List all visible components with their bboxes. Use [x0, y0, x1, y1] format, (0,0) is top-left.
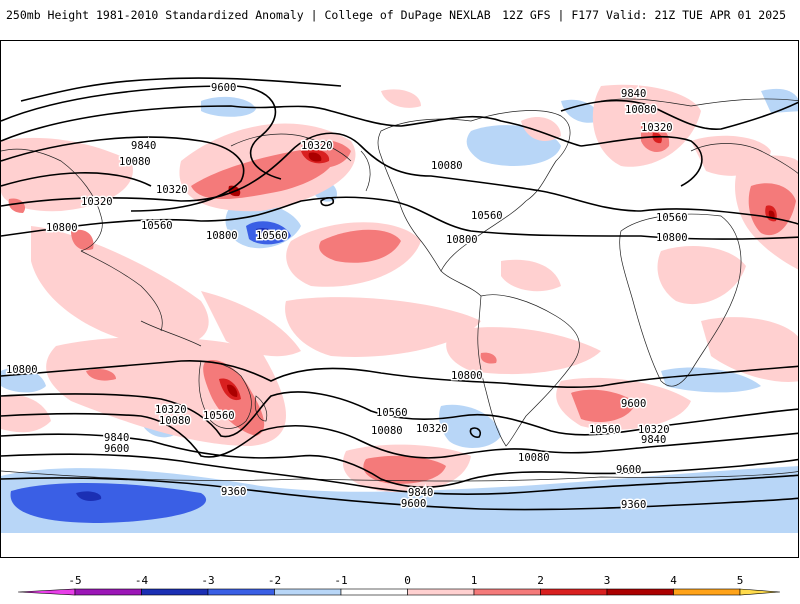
colorbar-tick-label: 5 [737, 574, 744, 587]
contour-label: 10560 [471, 210, 503, 222]
header: 250mb Height 1981-2010 Standardized Anom… [0, 0, 800, 40]
colorbar-segment [141, 588, 209, 596]
contour-label: 9600 [104, 443, 129, 455]
colorbar-tick-label: -2 [268, 574, 281, 587]
colorbar-segment [207, 588, 275, 596]
colorbar-tick-label: 0 [404, 574, 411, 587]
colorbar-tick-label: -4 [135, 574, 149, 587]
colorbar-segment [340, 588, 408, 596]
contour-label: 10080 [625, 104, 657, 116]
height-contours [1, 77, 798, 511]
contour-label: 10080 [431, 160, 463, 172]
colorbar-segment [407, 588, 475, 596]
contour-label: 10320 [156, 184, 188, 196]
contour-label: 9600 [401, 498, 426, 510]
contour-label: 10320 [416, 423, 448, 435]
contour-label: 9840 [621, 88, 646, 100]
colorbar-segments [17, 588, 781, 596]
contour-label: 9840 [104, 432, 129, 444]
colorbar-svg: -5 -4 -3 -2 -1 0 1 2 3 4 5 [17, 574, 781, 596]
model-run-info: 12Z GFS | F177 Valid: 21Z TUE APR 01 202… [502, 8, 786, 22]
contour-label: 10080 [371, 425, 403, 437]
contour-labels: 9600 9840 10080 10320 10560 10800 10320 … [5, 81, 690, 513]
contour-label: 10320 [638, 424, 670, 436]
contour-label: 10320 [301, 140, 333, 152]
contour-label: 9600 [621, 398, 646, 410]
colorbar-tick-label: -5 [68, 574, 81, 587]
colorbar-segment [17, 588, 76, 596]
contour-label: 10800 [656, 232, 688, 244]
colorbar-tick-label: 1 [471, 574, 478, 587]
contour-label: 10800 [206, 230, 238, 242]
contour-label: 10320 [641, 122, 673, 134]
contour-label: 10800 [6, 364, 38, 376]
contour-label: 9600 [616, 464, 641, 476]
contour-label: 10800 [46, 222, 78, 234]
colorbar-segment [606, 588, 674, 596]
colorbar-segment [739, 588, 781, 596]
contour-label: 9360 [221, 486, 246, 498]
colorbar-tick-label: 2 [537, 574, 544, 587]
colorbar: -5 -4 -3 -2 -1 0 1 2 3 4 5 [0, 570, 800, 600]
colorbar-tick-label: 4 [670, 574, 677, 587]
contour-label: 10800 [446, 234, 478, 246]
contour-label: 10800 [451, 370, 483, 382]
colorbar-segment [274, 588, 342, 596]
contour-label: 10560 [256, 230, 288, 242]
colorbar-tick-label: -3 [201, 574, 214, 587]
contour-label: 10560 [141, 220, 173, 232]
contour-label: 9840 [408, 487, 433, 499]
map-title: 250mb Height 1981-2010 Standardized Anom… [6, 8, 491, 22]
contour-label: 9840 [641, 434, 666, 446]
contour-label: 10560 [656, 212, 688, 224]
colorbar-tick-label: -1 [334, 574, 347, 587]
coastlines [1, 98, 798, 482]
contour-label: 10560 [203, 410, 235, 422]
anomaly-map: 9600 9840 10080 10320 10560 10800 10320 … [1, 77, 798, 533]
contour-label: 10560 [376, 407, 408, 419]
contour-label: 10320 [81, 196, 113, 208]
contour-label: 9360 [621, 499, 646, 511]
map-panel: 9600 9840 10080 10320 10560 10800 10320 … [0, 40, 799, 558]
colorbar-tick-label: 3 [604, 574, 611, 587]
colorbar-segment [74, 588, 142, 596]
contour-label: 10080 [119, 156, 151, 168]
contour-label: 10080 [159, 415, 191, 427]
colorbar-segment [540, 588, 608, 596]
contour-label: 9600 [211, 82, 236, 94]
contour-label: 10080 [518, 452, 550, 464]
contour-label: 10560 [589, 424, 621, 436]
colorbar-segment [473, 588, 541, 596]
colorbar-labels: -5 -4 -3 -2 -1 0 1 2 3 4 5 [68, 574, 743, 587]
contour-label: 10320 [155, 404, 187, 416]
colorbar-segment [673, 588, 741, 596]
contour-label: 9840 [131, 140, 156, 152]
